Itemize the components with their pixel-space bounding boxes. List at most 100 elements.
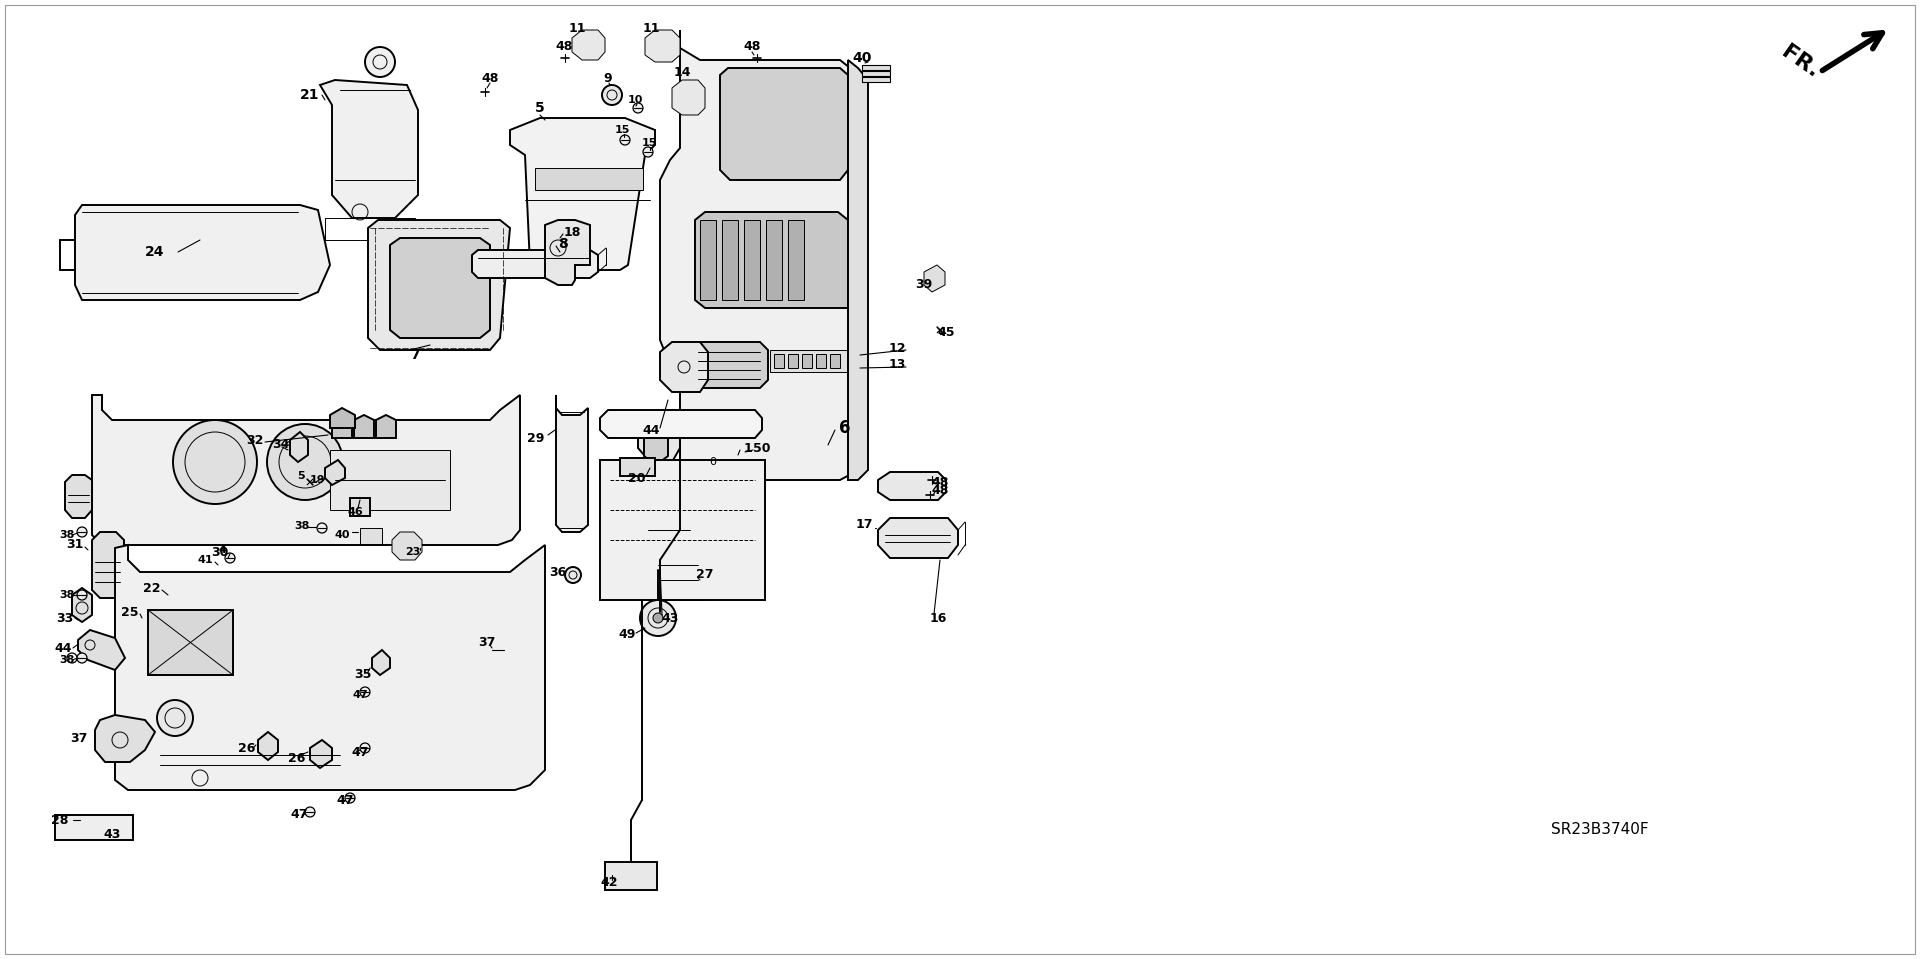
- Text: 31: 31: [67, 539, 84, 551]
- Circle shape: [77, 590, 86, 600]
- Circle shape: [346, 793, 355, 803]
- Polygon shape: [392, 532, 422, 560]
- Text: 33: 33: [56, 612, 73, 624]
- Polygon shape: [369, 220, 511, 350]
- Text: 14: 14: [674, 65, 691, 79]
- Circle shape: [643, 147, 653, 157]
- Polygon shape: [557, 395, 588, 532]
- Circle shape: [361, 743, 371, 753]
- Text: 21: 21: [300, 88, 321, 102]
- Text: 23: 23: [405, 547, 420, 557]
- Bar: [862, 77, 891, 82]
- Bar: [862, 71, 891, 76]
- Text: 0: 0: [710, 457, 716, 467]
- Bar: [745, 220, 760, 300]
- Text: 45: 45: [937, 325, 954, 339]
- Text: 48: 48: [743, 40, 760, 54]
- Circle shape: [225, 553, 234, 563]
- Text: 7: 7: [411, 348, 420, 362]
- Polygon shape: [115, 545, 545, 790]
- Text: 38: 38: [60, 590, 75, 600]
- Circle shape: [305, 807, 315, 817]
- Bar: [645, 520, 693, 562]
- Polygon shape: [75, 205, 330, 300]
- Text: 50: 50: [753, 441, 770, 455]
- Text: 39: 39: [916, 278, 933, 292]
- Text: 6: 6: [839, 419, 851, 437]
- Polygon shape: [924, 265, 945, 292]
- Text: 48: 48: [931, 483, 948, 497]
- Text: 47: 47: [351, 690, 369, 700]
- Polygon shape: [511, 118, 655, 270]
- Text: 42: 42: [601, 876, 618, 888]
- Circle shape: [639, 600, 676, 636]
- Text: 35: 35: [355, 668, 372, 682]
- Bar: [620, 458, 655, 476]
- Polygon shape: [672, 80, 705, 115]
- Text: 38: 38: [294, 521, 309, 531]
- Polygon shape: [545, 220, 589, 285]
- Bar: [605, 862, 657, 890]
- Bar: [774, 354, 783, 368]
- Circle shape: [77, 527, 86, 537]
- Polygon shape: [92, 532, 125, 598]
- Polygon shape: [92, 395, 520, 545]
- Polygon shape: [309, 740, 332, 768]
- Polygon shape: [695, 212, 849, 308]
- Text: 12: 12: [889, 341, 906, 355]
- Polygon shape: [637, 422, 680, 462]
- Text: 38: 38: [60, 530, 75, 540]
- Polygon shape: [599, 410, 762, 438]
- Text: 5: 5: [536, 101, 545, 115]
- Polygon shape: [645, 30, 680, 62]
- Bar: [803, 354, 812, 368]
- Bar: [599, 460, 764, 600]
- Text: 24: 24: [146, 245, 165, 259]
- Text: 44: 44: [643, 424, 660, 436]
- Circle shape: [653, 613, 662, 623]
- Text: 38: 38: [60, 655, 75, 665]
- Text: 47: 47: [290, 808, 307, 822]
- Bar: [349, 498, 371, 516]
- Circle shape: [173, 420, 257, 504]
- Text: 47: 47: [351, 745, 369, 759]
- Text: 15: 15: [641, 138, 657, 148]
- Circle shape: [564, 567, 582, 583]
- Polygon shape: [73, 588, 92, 622]
- Polygon shape: [689, 342, 768, 388]
- Text: 48: 48: [482, 72, 499, 84]
- Text: 20: 20: [628, 472, 645, 484]
- Circle shape: [603, 85, 622, 105]
- Polygon shape: [877, 472, 947, 500]
- Text: 40: 40: [334, 530, 349, 540]
- Text: 46: 46: [348, 507, 363, 517]
- Bar: [701, 220, 716, 300]
- Circle shape: [157, 700, 194, 736]
- Polygon shape: [321, 80, 419, 218]
- Circle shape: [634, 103, 643, 113]
- Text: 44: 44: [54, 642, 71, 654]
- Polygon shape: [372, 650, 390, 675]
- Text: 40: 40: [852, 51, 872, 65]
- Text: 27: 27: [697, 569, 714, 581]
- Bar: [645, 555, 670, 573]
- Bar: [330, 450, 449, 510]
- Bar: [816, 354, 826, 368]
- Text: 49: 49: [618, 628, 636, 642]
- Bar: [722, 220, 737, 300]
- Text: 29: 29: [528, 432, 545, 445]
- Circle shape: [361, 687, 371, 697]
- Polygon shape: [376, 415, 396, 438]
- Polygon shape: [94, 715, 156, 762]
- Text: 8: 8: [559, 237, 568, 251]
- Text: FR.: FR.: [1778, 42, 1822, 82]
- Text: 48: 48: [931, 476, 948, 488]
- Bar: [56, 815, 132, 840]
- Bar: [766, 220, 781, 300]
- Polygon shape: [472, 250, 597, 278]
- Text: 22: 22: [144, 581, 161, 595]
- Text: 41: 41: [198, 555, 213, 565]
- Text: 16: 16: [929, 612, 947, 624]
- Text: 43: 43: [660, 612, 678, 624]
- Text: 5: 5: [298, 471, 305, 481]
